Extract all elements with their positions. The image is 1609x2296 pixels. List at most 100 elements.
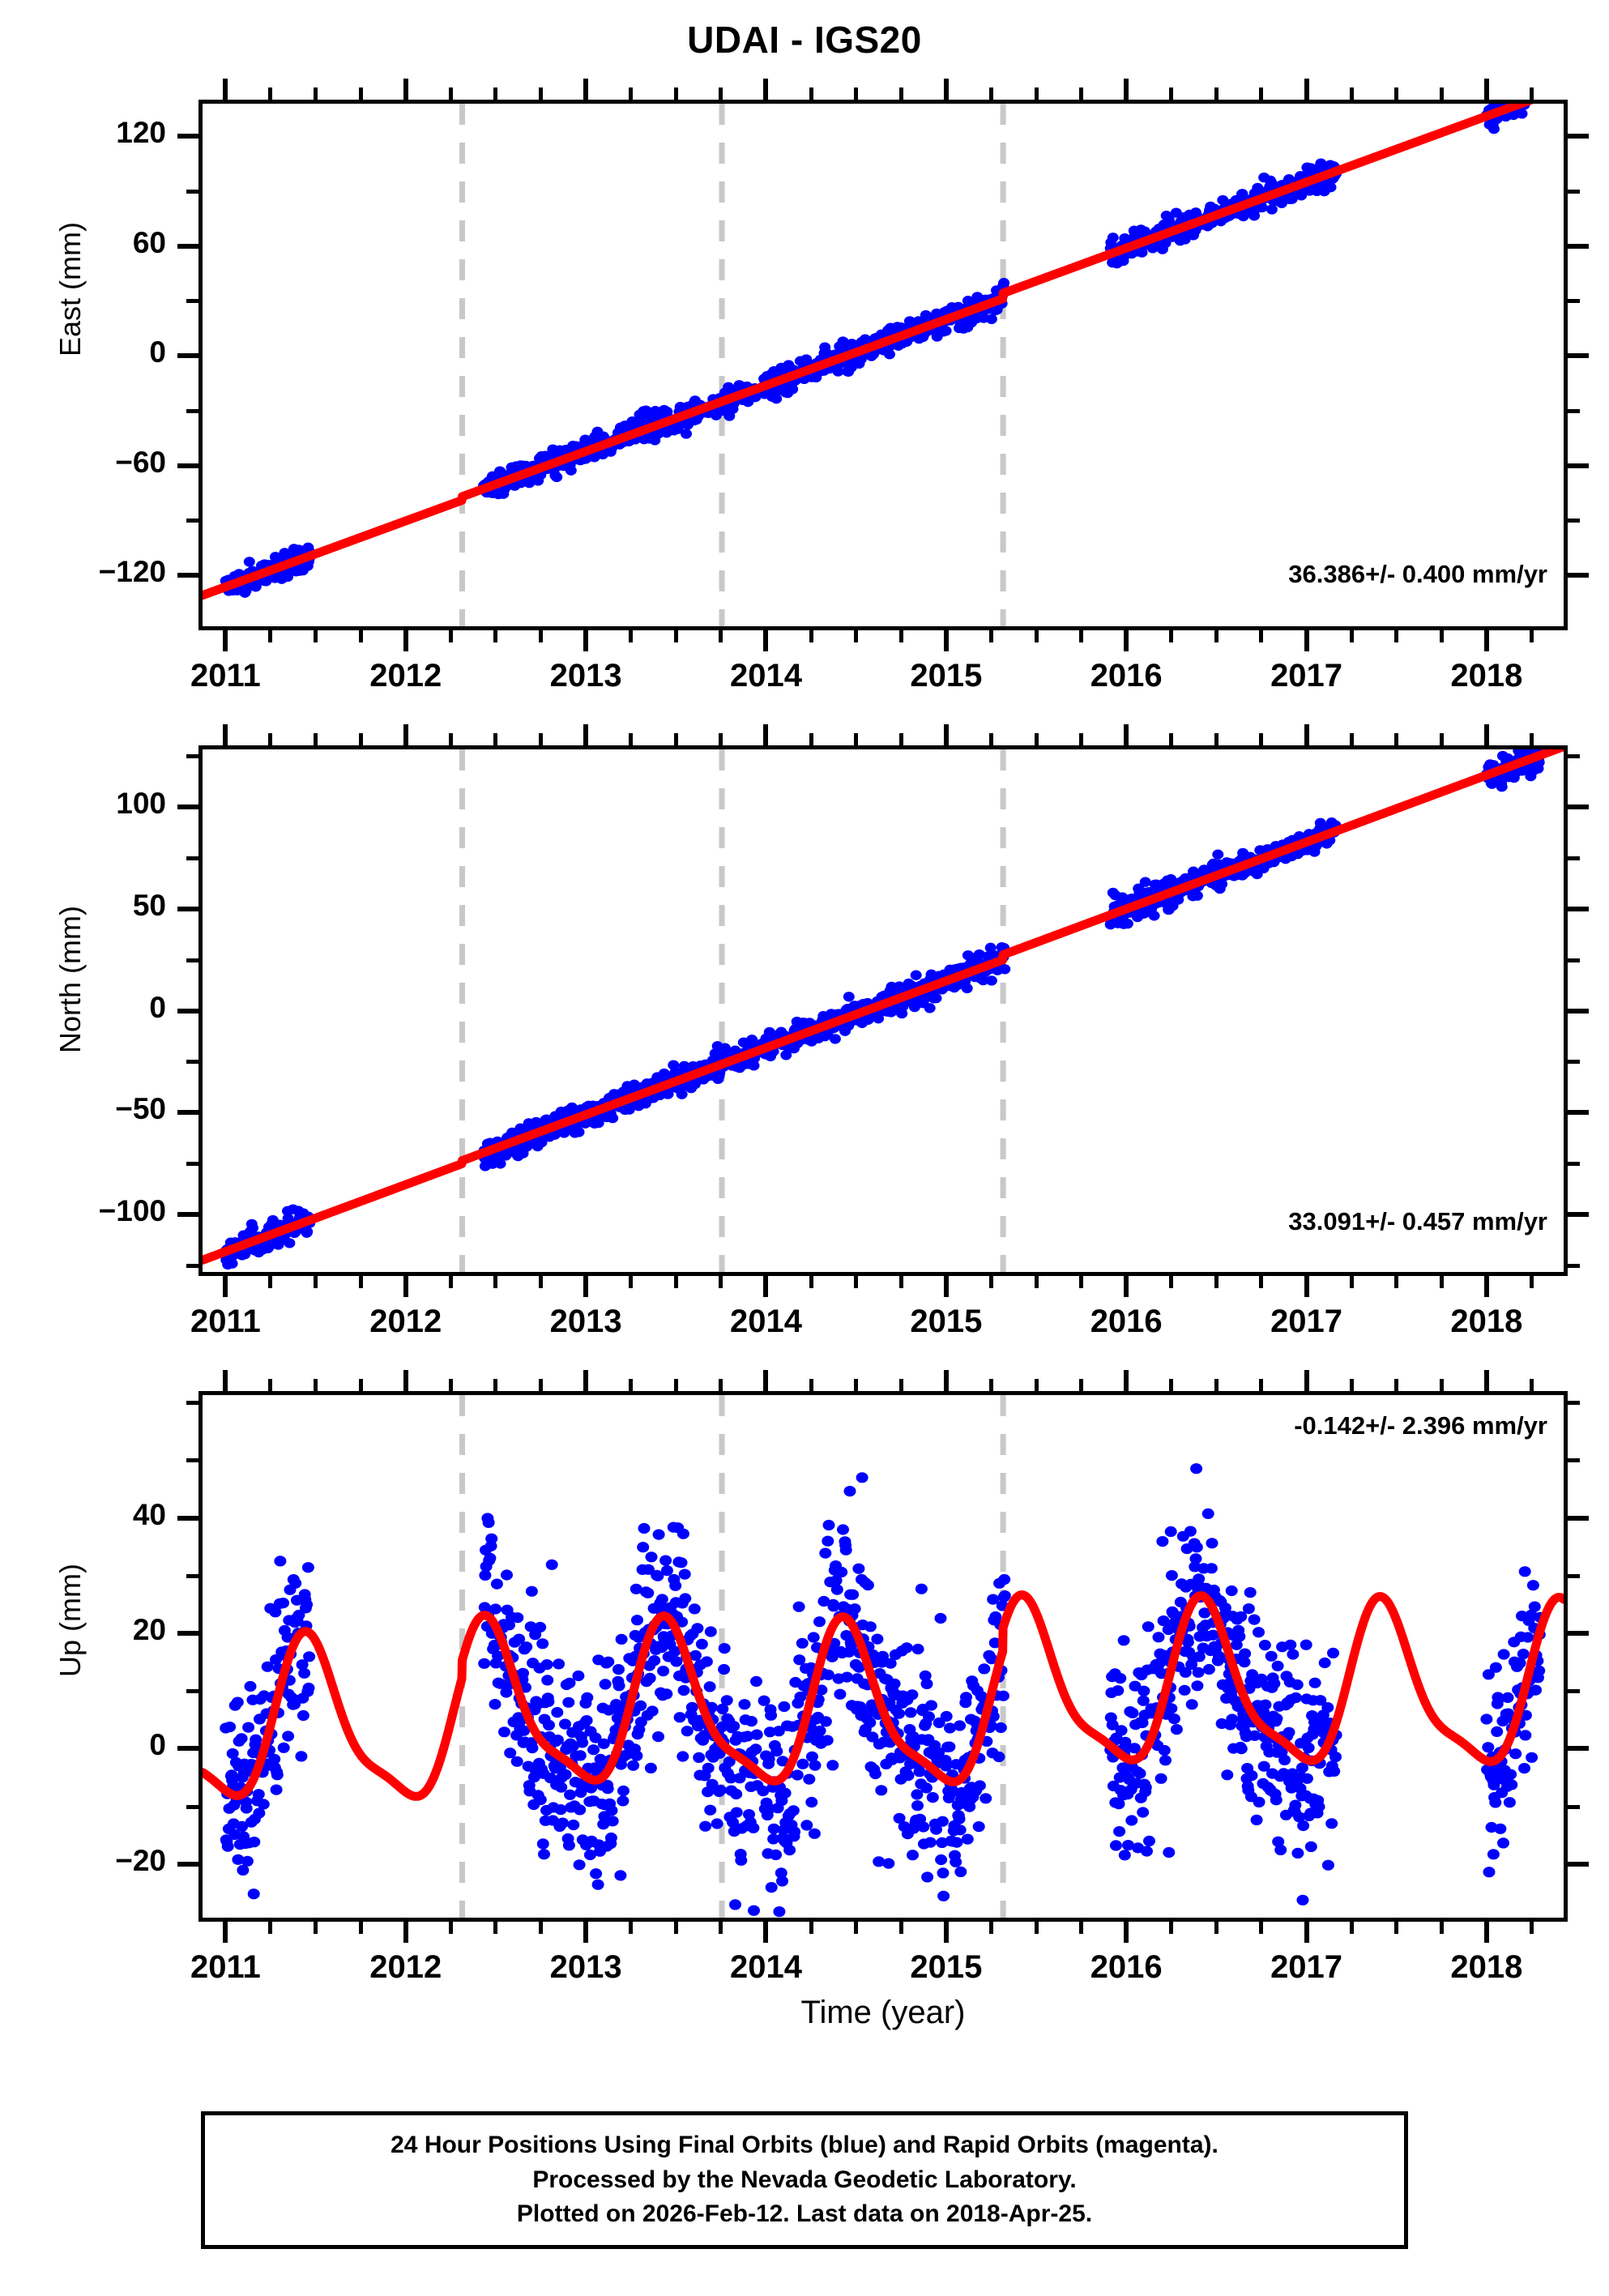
x-tick-major-top bbox=[1304, 1370, 1309, 1391]
x-tick-minor-bottom bbox=[629, 1922, 634, 1934]
x-tick-minor-top bbox=[358, 1379, 363, 1391]
plot-area-east[interactable] bbox=[198, 100, 1568, 630]
y-tick-major-right bbox=[1568, 906, 1589, 911]
y-tick-major-right bbox=[1568, 463, 1589, 468]
y-tick-minor bbox=[186, 1264, 198, 1269]
x-tick-minor-bottom bbox=[673, 1276, 678, 1288]
x-tick-major-bottom bbox=[1124, 1276, 1129, 1297]
y-tick-minor bbox=[186, 856, 198, 860]
x-tick-major-bottom bbox=[943, 630, 949, 651]
x-tick-minor-bottom bbox=[314, 1922, 318, 1934]
x-tick-minor-bottom bbox=[854, 1276, 859, 1288]
x-tick-minor-top bbox=[854, 733, 859, 745]
y-tick-minor bbox=[186, 1573, 198, 1578]
x-tick-major-top bbox=[1124, 724, 1129, 745]
y-tick-minor bbox=[186, 1804, 198, 1809]
x-tick-minor-top bbox=[988, 87, 993, 100]
x-tick-major-top bbox=[1483, 79, 1489, 100]
x-axis-label: Time (year) bbox=[800, 1995, 966, 2030]
x-tick-major-top bbox=[583, 1370, 589, 1391]
x-tick-minor-top bbox=[1439, 87, 1444, 100]
x-tick-major-bottom bbox=[403, 1922, 408, 1943]
x-tick-minor-top bbox=[1259, 733, 1264, 745]
y-tick-minor bbox=[186, 519, 198, 523]
x-tick-minor-top bbox=[854, 87, 859, 100]
y-tick-label: 0 bbox=[149, 990, 166, 1024]
x-tick-minor-top bbox=[1169, 1379, 1174, 1391]
x-tick-label: 2018 bbox=[1450, 1949, 1523, 1985]
x-tick-label: 2018 bbox=[1450, 1304, 1523, 1339]
x-tick-minor-top bbox=[719, 87, 723, 100]
rate-label-east: 36.386+/- 0.400 mm/yr bbox=[1288, 560, 1547, 588]
x-tick-minor-top bbox=[673, 733, 678, 745]
y-tick-major bbox=[177, 463, 198, 468]
x-tick-label: 2011 bbox=[190, 1304, 261, 1339]
fit-line-segment bbox=[458, 397, 727, 501]
x-tick-label: 2013 bbox=[549, 658, 622, 693]
caption-line-2: Processed by the Nevada Geodetic Laborat… bbox=[532, 2166, 1077, 2193]
y-tick-minor-right bbox=[1568, 1458, 1580, 1463]
x-tick-minor-bottom bbox=[448, 1276, 453, 1288]
plot-area-north[interactable] bbox=[198, 745, 1568, 1276]
x-tick-minor-top bbox=[1214, 733, 1218, 745]
fit-line-segment bbox=[717, 1612, 1008, 1786]
y-tick-label: 0 bbox=[149, 335, 166, 369]
y-tick-major-right bbox=[1568, 353, 1589, 359]
y-tick-minor-right bbox=[1568, 1162, 1580, 1167]
x-tick-minor-bottom bbox=[1259, 1922, 1264, 1934]
y-tick-minor-right bbox=[1568, 408, 1580, 413]
x-tick-major-top bbox=[403, 724, 408, 745]
x-tick-minor-bottom bbox=[1394, 630, 1399, 642]
y-tick-minor bbox=[186, 299, 198, 304]
y-tick-minor bbox=[186, 1060, 198, 1065]
fit-line-segment bbox=[998, 749, 1564, 959]
x-tick-minor-top bbox=[673, 1379, 678, 1391]
x-tick-minor-top bbox=[314, 87, 318, 100]
x-tick-major-bottom bbox=[583, 1276, 589, 1297]
x-tick-minor-top bbox=[493, 1379, 498, 1391]
y-tick-major-right bbox=[1568, 1110, 1589, 1116]
plot-area-up[interactable] bbox=[198, 1391, 1568, 1922]
x-tick-label: 2017 bbox=[1270, 1949, 1343, 1985]
x-tick-major-top bbox=[1483, 1370, 1489, 1391]
x-tick-minor-bottom bbox=[1034, 1922, 1039, 1934]
y-tick-minor-right bbox=[1568, 958, 1580, 962]
y-tick-major-right bbox=[1568, 1861, 1589, 1867]
x-tick-minor-top bbox=[719, 733, 723, 745]
x-tick-major-bottom bbox=[403, 1276, 408, 1297]
x-tick-minor-top bbox=[448, 87, 453, 100]
x-tick-major-top bbox=[1304, 79, 1309, 100]
x-tick-minor-bottom bbox=[358, 1922, 363, 1934]
x-tick-major-bottom bbox=[1304, 1922, 1309, 1943]
x-tick-major-bottom bbox=[1304, 1276, 1309, 1297]
x-tick-label: 2016 bbox=[1090, 1304, 1163, 1339]
y-tick-minor bbox=[186, 408, 198, 413]
x-tick-minor-top bbox=[1530, 733, 1534, 745]
x-tick-minor-bottom bbox=[988, 630, 993, 642]
x-tick-minor-bottom bbox=[1439, 1922, 1444, 1934]
x-tick-minor-top bbox=[854, 1379, 859, 1391]
x-tick-major-bottom bbox=[1483, 1276, 1489, 1297]
y-tick-major-right bbox=[1568, 1212, 1589, 1218]
x-tick-minor-bottom bbox=[809, 630, 813, 642]
x-tick-label: 2015 bbox=[910, 1949, 983, 1985]
y-tick-minor bbox=[186, 753, 198, 758]
x-tick-major-top bbox=[763, 79, 769, 100]
x-tick-minor-top bbox=[1259, 87, 1264, 100]
x-tick-minor-bottom bbox=[358, 630, 363, 642]
fit-line-segment bbox=[458, 1611, 727, 1785]
x-tick-minor-top bbox=[719, 1379, 723, 1391]
y-tick-major-right bbox=[1568, 243, 1589, 249]
y-tick-minor bbox=[186, 1689, 198, 1694]
y-tick-major bbox=[177, 134, 198, 139]
x-tick-minor-bottom bbox=[1214, 630, 1218, 642]
x-tick-minor-top bbox=[448, 1379, 453, 1391]
y-tick-label: 100 bbox=[116, 786, 166, 820]
x-tick-major-bottom bbox=[1483, 1922, 1489, 1943]
x-tick-minor-bottom bbox=[719, 630, 723, 642]
x-tick-minor-bottom bbox=[1259, 630, 1264, 642]
y-tick-major-right bbox=[1568, 573, 1589, 578]
x-tick-major-top bbox=[403, 79, 408, 100]
x-tick-minor-top bbox=[1169, 87, 1174, 100]
x-tick-label: 2012 bbox=[369, 1304, 442, 1339]
